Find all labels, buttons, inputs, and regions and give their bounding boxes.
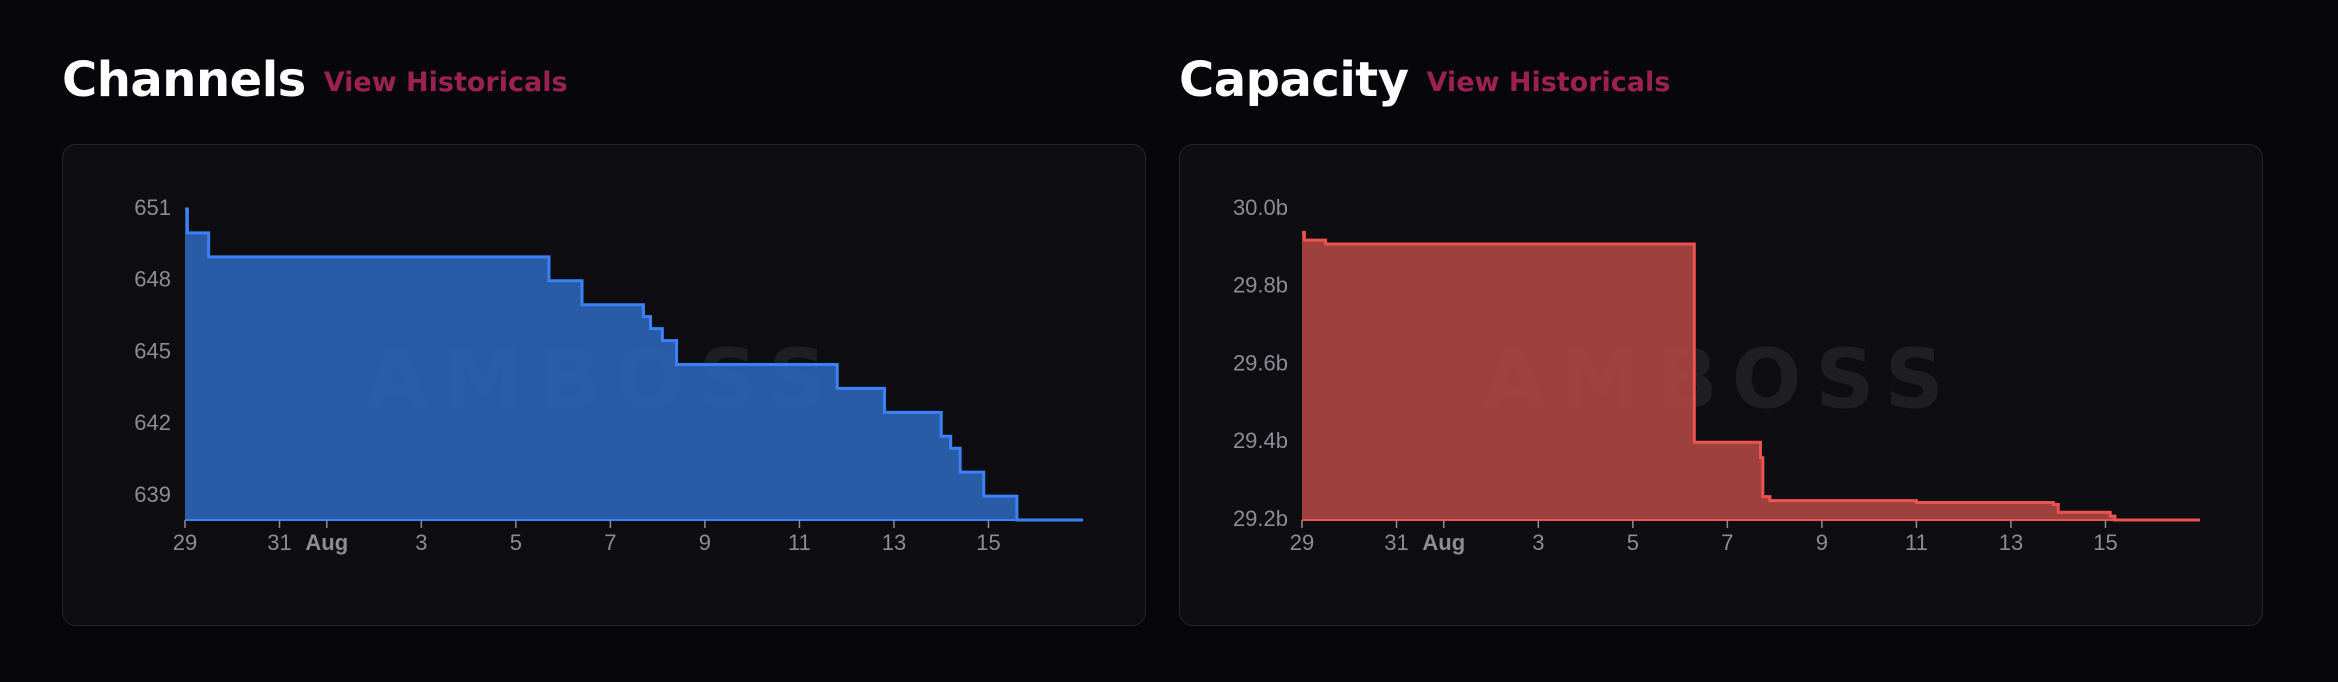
capacity-x-tick-label: 29 bbox=[1290, 530, 1314, 555]
capacity-x-tick-label: 31 bbox=[1384, 530, 1408, 555]
capacity-x-tick-label: Aug bbox=[1422, 530, 1465, 555]
capacity-y-tick-label: 29.2b bbox=[1233, 506, 1288, 531]
channels-chart-card: AMBOSS6516486456426392931Aug3579111315 bbox=[62, 144, 1146, 626]
capacity-x-tick-label: 15 bbox=[2093, 530, 2117, 555]
channels-y-tick-label: 651 bbox=[134, 195, 171, 220]
capacity-header: Capacity View Historicals bbox=[1179, 50, 1670, 110]
capacity-y-tick-label: 30.0b bbox=[1233, 195, 1288, 220]
capacity-y-tick-label: 29.4b bbox=[1233, 428, 1288, 453]
capacity-x-tick-label: 9 bbox=[1816, 530, 1828, 555]
capacity-x-tick-label: 5 bbox=[1627, 530, 1639, 555]
channels-x-tick-label: 11 bbox=[788, 530, 811, 555]
channels-header: Channels View Historicals bbox=[62, 50, 568, 110]
channels-x-tick-label: 31 bbox=[267, 530, 291, 555]
channels-y-tick-label: 642 bbox=[134, 410, 171, 435]
channels-chart: AMBOSS6516486456426392931Aug3579111315 bbox=[134, 195, 1083, 555]
channels-x-tick-label: 3 bbox=[415, 530, 427, 555]
channels-x-tick-label: 5 bbox=[510, 530, 522, 555]
channels-x-tick-label: 13 bbox=[882, 530, 906, 555]
capacity-x-tick-label: 13 bbox=[1999, 530, 2023, 555]
channels-view-historicals-link[interactable]: View Historicals bbox=[323, 66, 568, 98]
capacity-view-historicals-link[interactable]: View Historicals bbox=[1426, 66, 1671, 98]
capacity-area-fill bbox=[1302, 232, 2200, 520]
channels-x-tick-label: 7 bbox=[604, 530, 616, 555]
capacity-y-tick-label: 29.8b bbox=[1233, 273, 1288, 298]
capacity-chart-card: AMBOSS 30.0b 29.8b 29.6b 29.4b 29.2b 29 31 Aug 3 5… bbox=[1179, 144, 2263, 626]
channels-x-tick-label: Aug bbox=[305, 530, 348, 555]
capacity-x-tick-label: 3 bbox=[1532, 530, 1544, 555]
channels-x-tick-label: 15 bbox=[976, 530, 1000, 555]
channels-y-tick-label: 645 bbox=[134, 338, 171, 363]
channels-y-tick-label: 639 bbox=[134, 482, 171, 507]
channels-title: Channels bbox=[62, 52, 306, 108]
capacity-series-line bbox=[1302, 230, 2200, 522]
channels-x-tick-label: 9 bbox=[699, 530, 711, 555]
channels-y-tick-label: 648 bbox=[134, 267, 171, 292]
capacity-y-tick-label: 29.6b bbox=[1233, 350, 1288, 375]
capacity-x-tick-label: 7 bbox=[1721, 530, 1733, 555]
capacity-x-tick-label: 11 bbox=[1905, 530, 1928, 555]
channels-series-line bbox=[185, 207, 1083, 522]
channels-area-fill bbox=[185, 209, 1083, 520]
capacity-title: Capacity bbox=[1179, 52, 1409, 108]
channels-x-tick-label: 29 bbox=[173, 530, 197, 555]
